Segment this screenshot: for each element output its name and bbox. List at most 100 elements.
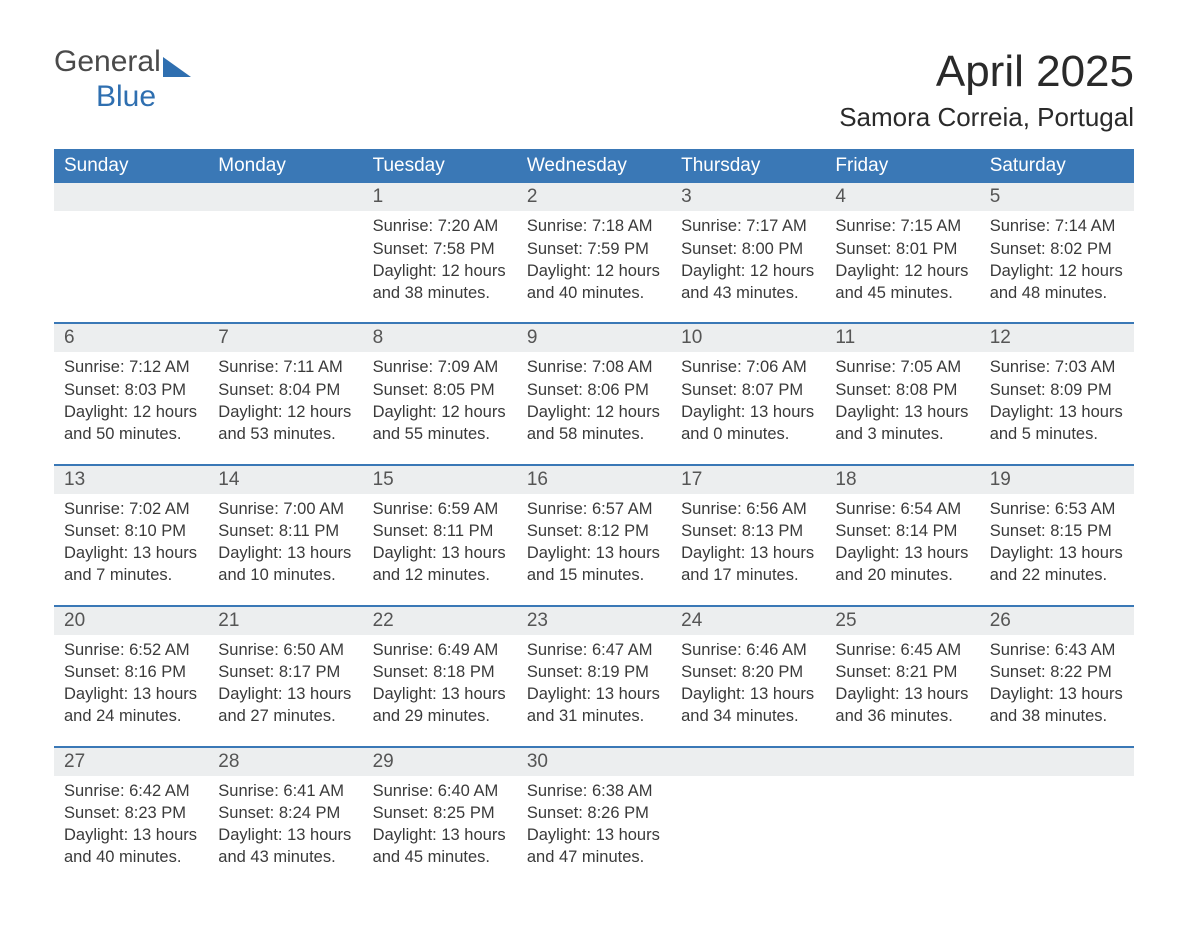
daylight-line: Daylight: 13 hours and 24 minutes. xyxy=(64,683,198,728)
daylight-label: Daylight: xyxy=(373,262,437,280)
day-number xyxy=(825,748,979,776)
sunrise-label: Sunrise: xyxy=(527,641,588,659)
daylight-line: Daylight: 13 hours and 29 minutes. xyxy=(373,683,507,728)
day-info: Sunrise: 6:43 AMSunset: 8:22 PMDaylight:… xyxy=(990,639,1124,728)
daylight-label: Daylight: xyxy=(64,403,128,421)
sunset-value: 8:17 PM xyxy=(279,663,340,681)
day-number: 6 xyxy=(54,324,208,352)
calendar-table: Sunday Monday Tuesday Wednesday Thursday… xyxy=(54,149,1134,886)
daylight-line: Daylight: 12 hours and 43 minutes. xyxy=(681,260,815,305)
sunrise-line: Sunrise: 7:12 AM xyxy=(64,356,198,378)
sunrise-line: Sunrise: 6:45 AM xyxy=(835,639,969,661)
sunset-value: 8:10 PM xyxy=(125,522,186,540)
sunrise-label: Sunrise: xyxy=(64,358,125,376)
sunset-label: Sunset: xyxy=(990,381,1046,399)
daylight-line: Daylight: 13 hours and 36 minutes. xyxy=(835,683,969,728)
sunrise-label: Sunrise: xyxy=(835,641,896,659)
daylight-line: Daylight: 13 hours and 3 minutes. xyxy=(835,401,969,446)
sunrise-value: 7:06 AM xyxy=(746,358,807,376)
sunset-value: 8:07 PM xyxy=(742,381,803,399)
sunrise-line: Sunrise: 7:00 AM xyxy=(218,498,352,520)
sunset-line: Sunset: 8:26 PM xyxy=(527,802,661,824)
sunrise-label: Sunrise: xyxy=(527,782,588,800)
calendar-day-cell: 12Sunrise: 7:03 AMSunset: 8:09 PMDayligh… xyxy=(980,323,1134,464)
sunrise-value: 7:09 AM xyxy=(438,358,499,376)
daylight-label: Daylight: xyxy=(990,544,1054,562)
daylight-label: Daylight: xyxy=(218,685,282,703)
daylight-label: Daylight: xyxy=(835,685,899,703)
sunset-label: Sunset: xyxy=(990,522,1046,540)
sunset-label: Sunset: xyxy=(527,663,583,681)
sunrise-value: 6:40 AM xyxy=(438,782,499,800)
sunrise-line: Sunrise: 6:42 AM xyxy=(64,780,198,802)
sunset-label: Sunset: xyxy=(64,522,120,540)
daylight-line: Daylight: 12 hours and 50 minutes. xyxy=(64,401,198,446)
sunrise-line: Sunrise: 6:47 AM xyxy=(527,639,661,661)
daylight-line: Daylight: 13 hours and 27 minutes. xyxy=(218,683,352,728)
day-info: Sunrise: 7:05 AMSunset: 8:08 PMDaylight:… xyxy=(835,356,969,445)
sunrise-label: Sunrise: xyxy=(835,358,896,376)
daylight-label: Daylight: xyxy=(64,826,128,844)
day-number: 3 xyxy=(671,183,825,211)
sunset-value: 8:13 PM xyxy=(742,522,803,540)
sunset-value: 8:05 PM xyxy=(433,381,494,399)
daylight-label: Daylight: xyxy=(990,685,1054,703)
sunrise-value: 7:03 AM xyxy=(1055,358,1116,376)
weekday-header-row: Sunday Monday Tuesday Wednesday Thursday… xyxy=(54,149,1134,183)
calendar-day-cell: 30Sunrise: 6:38 AMSunset: 8:26 PMDayligh… xyxy=(517,747,671,887)
daylight-label: Daylight: xyxy=(681,262,745,280)
sunrise-value: 7:14 AM xyxy=(1055,217,1116,235)
day-info: Sunrise: 7:02 AMSunset: 8:10 PMDaylight:… xyxy=(64,498,198,587)
day-number: 9 xyxy=(517,324,671,352)
daylight-line: Daylight: 13 hours and 22 minutes. xyxy=(990,542,1124,587)
sunset-label: Sunset: xyxy=(64,804,120,822)
day-number: 30 xyxy=(517,748,671,776)
calendar-day-cell: 11Sunrise: 7:05 AMSunset: 8:08 PMDayligh… xyxy=(825,323,979,464)
daylight-line: Daylight: 13 hours and 15 minutes. xyxy=(527,542,661,587)
sunrise-label: Sunrise: xyxy=(373,641,434,659)
day-info: Sunrise: 7:06 AMSunset: 8:07 PMDaylight:… xyxy=(681,356,815,445)
calendar-day-cell: 21Sunrise: 6:50 AMSunset: 8:17 PMDayligh… xyxy=(208,606,362,747)
day-info: Sunrise: 7:14 AMSunset: 8:02 PMDaylight:… xyxy=(990,215,1124,304)
month-title: April 2025 xyxy=(839,48,1134,96)
sunrise-line: Sunrise: 6:43 AM xyxy=(990,639,1124,661)
day-number xyxy=(671,748,825,776)
daylight-line: Daylight: 12 hours and 48 minutes. xyxy=(990,260,1124,305)
daylight-label: Daylight: xyxy=(527,262,591,280)
daylight-line: Daylight: 13 hours and 17 minutes. xyxy=(681,542,815,587)
day-info: Sunrise: 6:56 AMSunset: 8:13 PMDaylight:… xyxy=(681,498,815,587)
sunrise-label: Sunrise: xyxy=(373,782,434,800)
calendar-day-cell: 14Sunrise: 7:00 AMSunset: 8:11 PMDayligh… xyxy=(208,465,362,606)
sunrise-label: Sunrise: xyxy=(527,500,588,518)
daylight-line: Daylight: 13 hours and 12 minutes. xyxy=(373,542,507,587)
sunset-value: 8:20 PM xyxy=(742,663,803,681)
sunrise-value: 6:50 AM xyxy=(283,641,344,659)
sunset-line: Sunset: 8:20 PM xyxy=(681,661,815,683)
sunrise-value: 6:41 AM xyxy=(283,782,344,800)
sunset-value: 8:25 PM xyxy=(433,804,494,822)
sunrise-value: 6:42 AM xyxy=(129,782,190,800)
sunset-label: Sunset: xyxy=(218,663,274,681)
sunset-line: Sunset: 8:24 PM xyxy=(218,802,352,824)
day-number xyxy=(980,748,1134,776)
sunset-value: 8:18 PM xyxy=(433,663,494,681)
day-info: Sunrise: 7:09 AMSunset: 8:05 PMDaylight:… xyxy=(373,356,507,445)
sunset-value: 8:14 PM xyxy=(896,522,957,540)
calendar-week-row: 1Sunrise: 7:20 AMSunset: 7:58 PMDaylight… xyxy=(54,183,1134,323)
weekday-header: Saturday xyxy=(980,149,1134,183)
day-number: 5 xyxy=(980,183,1134,211)
sunrise-line: Sunrise: 6:50 AM xyxy=(218,639,352,661)
sunrise-line: Sunrise: 7:20 AM xyxy=(373,215,507,237)
calendar-day-cell: 22Sunrise: 6:49 AMSunset: 8:18 PMDayligh… xyxy=(363,606,517,747)
sunrise-line: Sunrise: 7:11 AM xyxy=(218,356,352,378)
daylight-line: Daylight: 13 hours and 31 minutes. xyxy=(527,683,661,728)
daylight-label: Daylight: xyxy=(527,403,591,421)
sunrise-line: Sunrise: 7:05 AM xyxy=(835,356,969,378)
sunrise-label: Sunrise: xyxy=(681,358,742,376)
calendar-day-cell: 25Sunrise: 6:45 AMSunset: 8:21 PMDayligh… xyxy=(825,606,979,747)
daylight-line: Daylight: 12 hours and 53 minutes. xyxy=(218,401,352,446)
sunset-label: Sunset: xyxy=(218,522,274,540)
daylight-label: Daylight: xyxy=(990,403,1054,421)
sunset-value: 8:12 PM xyxy=(587,522,648,540)
day-number xyxy=(208,183,362,211)
